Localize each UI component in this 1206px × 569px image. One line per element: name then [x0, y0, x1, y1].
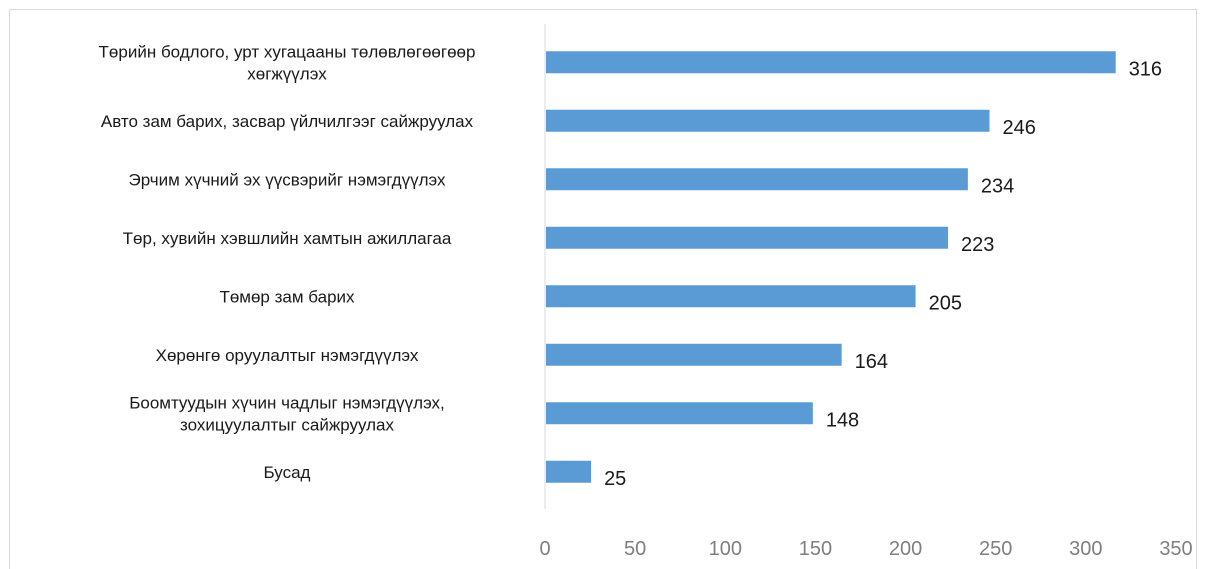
- bar: [546, 51, 1116, 74]
- value-label: 234: [981, 175, 1014, 197]
- bar: [546, 460, 592, 483]
- x-tick-label: 0: [539, 538, 550, 560]
- value-label: 205: [929, 292, 962, 314]
- value-label: 148: [826, 409, 859, 431]
- category-labels-group: Төрийн бодлого, урт хугацааны төлөвлөгөө…: [99, 42, 476, 482]
- bar: [546, 402, 813, 425]
- value-label: 223: [961, 234, 994, 256]
- bars-group: [546, 51, 1116, 483]
- chart-frame: [9, 9, 1197, 569]
- x-tick-label: 300: [1069, 538, 1102, 560]
- value-label: 25: [604, 468, 626, 490]
- x-tick-label: 350: [1159, 538, 1192, 560]
- x-tick-labels-group: 0 50 100 150 200 250 300 350: [539, 538, 1192, 560]
- bar: [546, 285, 916, 308]
- value-label: 164: [855, 351, 888, 373]
- category-label: Төмөр зам барих: [219, 287, 355, 306]
- category-label: Төр, хувийн хэвшлийн хамтын ажиллагаа: [123, 229, 452, 248]
- bar: [546, 343, 842, 366]
- category-label: Хөрөнгө оруулалтыг нэмэгдүүлэх: [156, 346, 419, 365]
- category-label: Авто зам барих, засвар үйлчилгээг сайжру…: [101, 112, 474, 131]
- x-tick-label: 50: [624, 538, 646, 560]
- bar: [546, 226, 949, 249]
- value-label: 316: [1129, 58, 1162, 80]
- x-tick-label: 200: [889, 538, 922, 560]
- value-label: 246: [1003, 117, 1036, 139]
- category-label: Эрчим хүчний эх үүсвэрийг нэмэгдүүлэх: [129, 170, 446, 189]
- category-label: Бусад: [264, 463, 311, 482]
- x-tick-label: 250: [979, 538, 1012, 560]
- bar: [546, 168, 968, 191]
- bar: [546, 109, 990, 132]
- value-labels-group: 316 246 234 223 205 164 148 25: [604, 58, 1162, 490]
- x-tick-label: 150: [799, 538, 832, 560]
- category-label: Төрийн бодлого, урт хугацааны төлөвлөгөө…: [99, 42, 476, 83]
- category-label: Боомтуудын хүчин чадлыг нэмэгдүүлэх, зохи…: [129, 393, 445, 434]
- x-tick-label: 100: [709, 538, 742, 560]
